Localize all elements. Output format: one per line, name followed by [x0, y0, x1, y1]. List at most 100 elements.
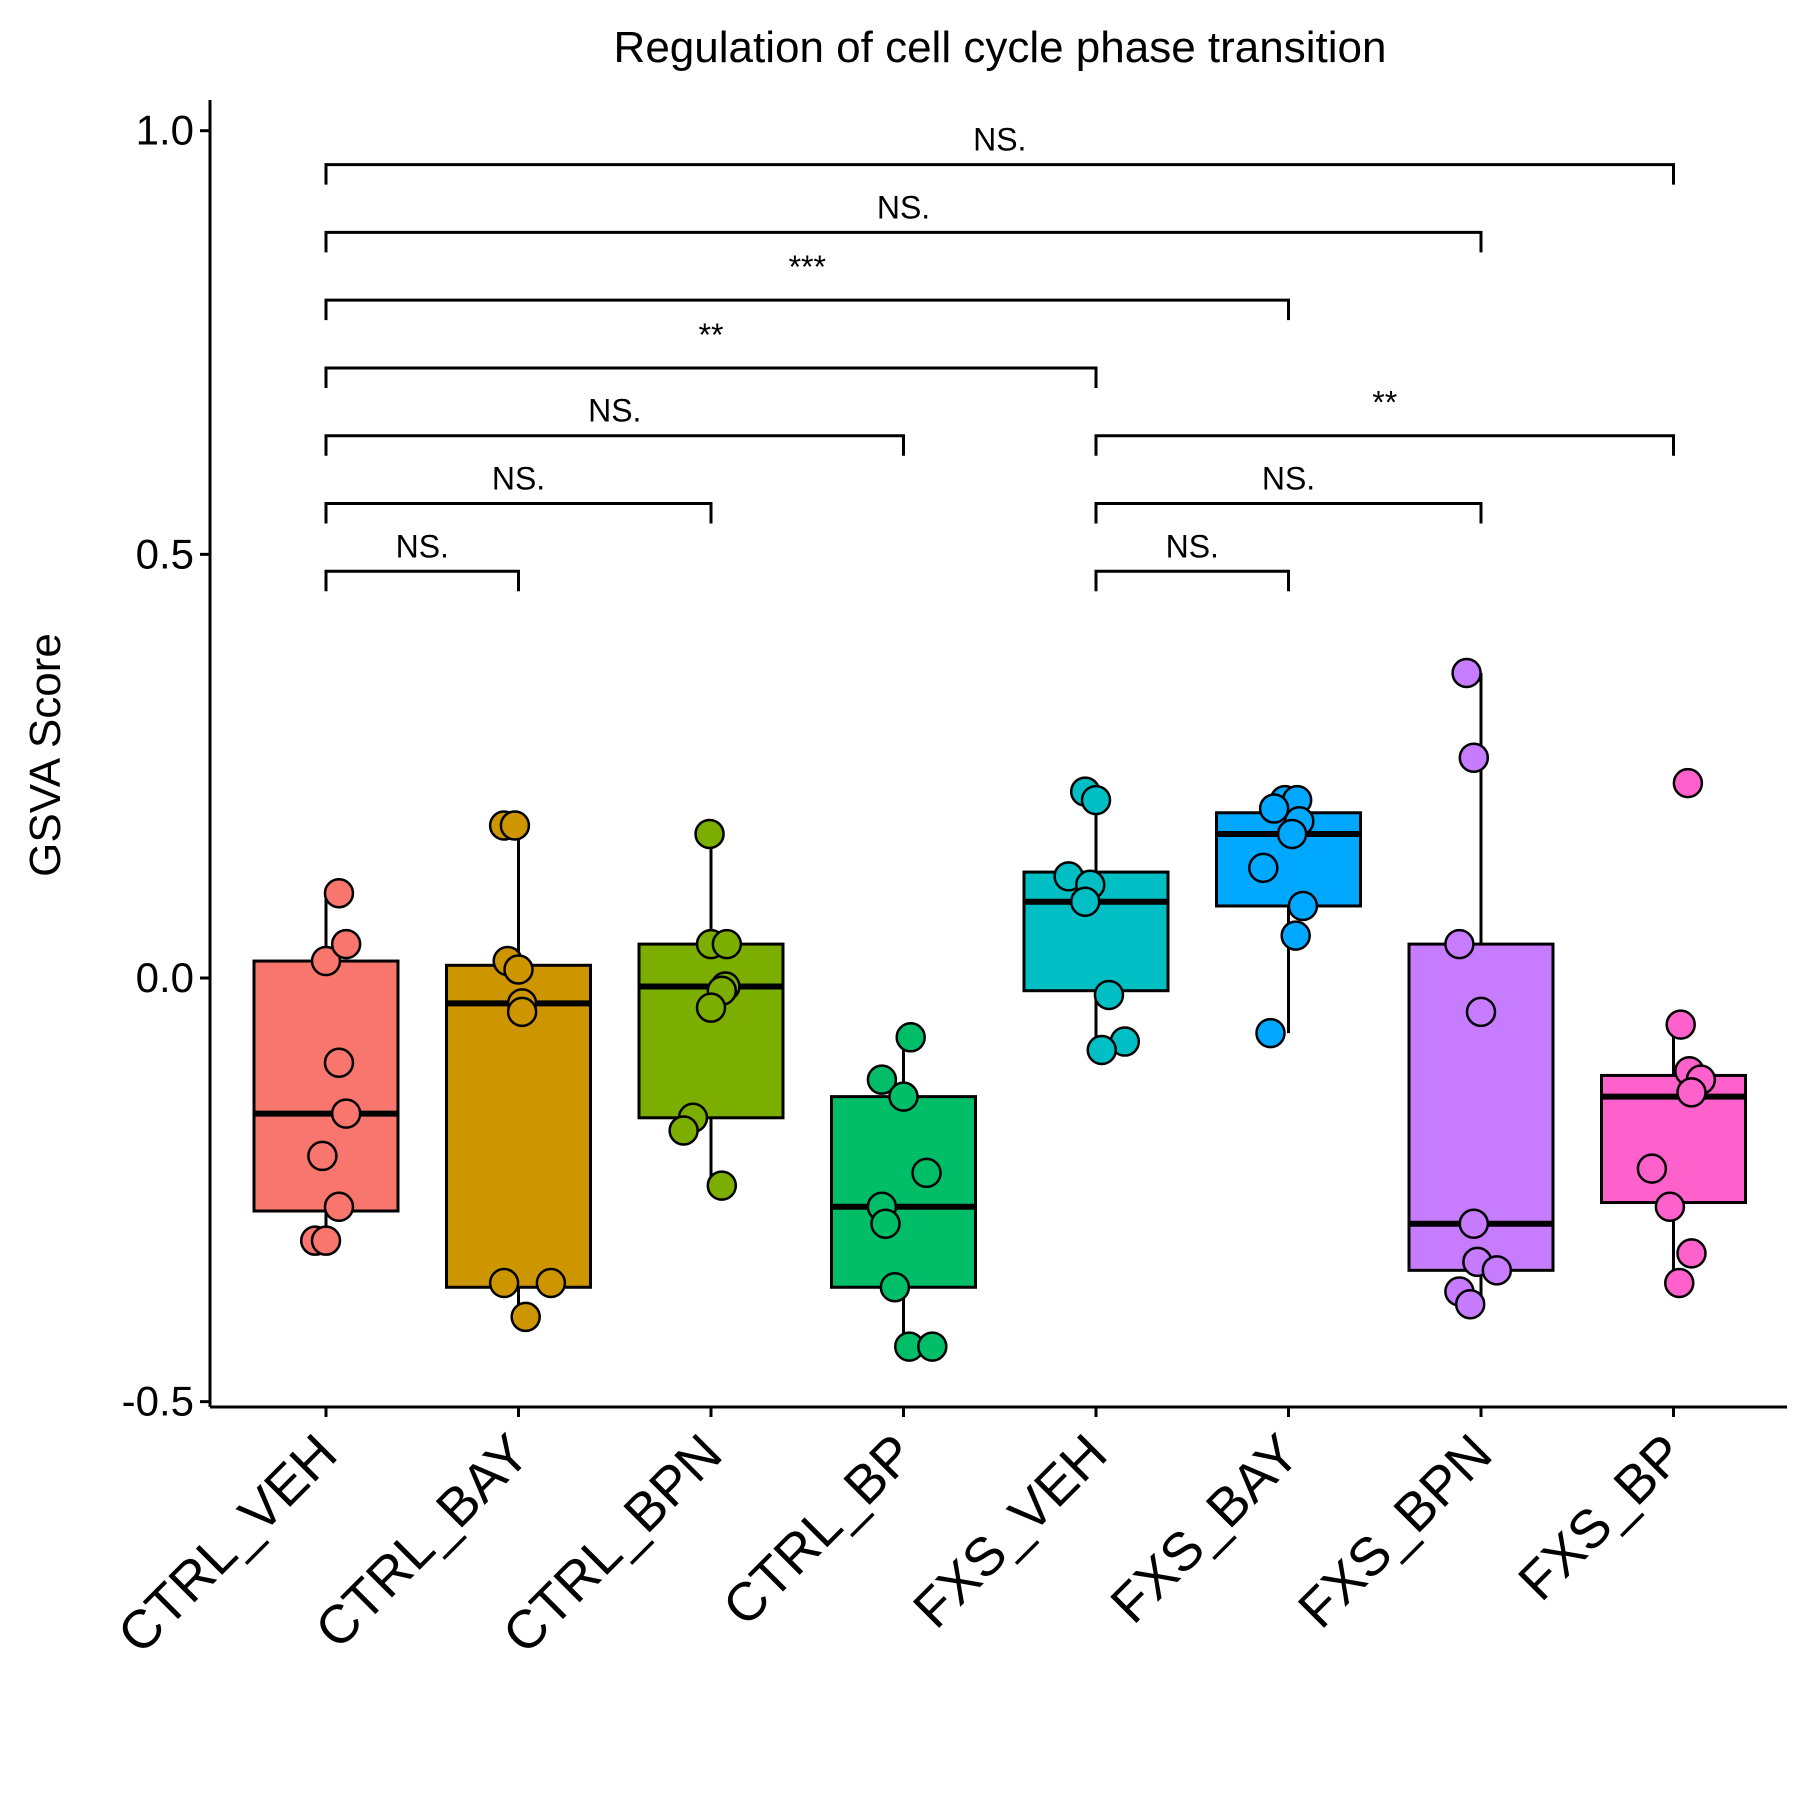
data-point [895, 1022, 926, 1053]
data-point [1444, 928, 1475, 960]
significance-bracket: NS. [324, 393, 905, 456]
boxplot-fxs-bp [1600, 767, 1747, 1299]
data-point [1086, 1034, 1118, 1066]
data-point [1458, 742, 1490, 773]
bracket-line [324, 434, 905, 456]
significance-label: NS. [1262, 461, 1315, 497]
bracket-line [324, 230, 1483, 253]
data-point [1255, 1017, 1286, 1049]
significance-label: NS. [877, 189, 930, 225]
significance-label: NS. [396, 528, 449, 564]
significance-label: NS. [1166, 528, 1219, 564]
box [252, 959, 400, 1213]
data-point [510, 1301, 541, 1333]
data-point [1248, 852, 1279, 884]
boxplots [252, 657, 1747, 1362]
data-point [1636, 1153, 1668, 1184]
data-point [488, 1267, 520, 1299]
data-point [1451, 657, 1482, 689]
data-point [694, 818, 725, 850]
y-tick-label: 0.0 [136, 954, 194, 1001]
data-point [323, 1191, 355, 1223]
data-point [1465, 996, 1497, 1028]
significance-brackets: NS.NS.NS.*****NS.NS.NS.NS.** [324, 122, 1675, 592]
data-point [323, 878, 355, 909]
data-point [1664, 1267, 1695, 1299]
significance-bracket: NS. [324, 189, 1483, 253]
data-point [1276, 818, 1308, 850]
bracket-line [324, 366, 1098, 388]
data-point [1672, 767, 1704, 799]
data-point [1481, 1255, 1513, 1286]
boxplot-fxs-bay [1215, 784, 1362, 1049]
significance-label: NS. [588, 393, 641, 429]
data-point [1258, 793, 1290, 824]
boxplot-fxs-bpn [1407, 657, 1555, 1320]
bracket-line [1094, 569, 1290, 592]
x-tick-label: CTRL_VEH [107, 1423, 349, 1665]
significance-label: *** [789, 249, 826, 285]
x-tick-label: FXS_VEH [902, 1423, 1118, 1639]
data-point [1654, 1191, 1686, 1223]
data-point [911, 1157, 942, 1189]
y-tick-label: 0.5 [136, 530, 194, 577]
data-point [1093, 979, 1125, 1011]
significance-bracket: *** [324, 249, 1290, 321]
significance-bracket: ** [1094, 385, 1675, 456]
significance-bracket: NS. [324, 461, 713, 524]
data-point [866, 1064, 898, 1095]
significance-bracket: ** [324, 317, 1098, 388]
y-tick-label: 1.0 [136, 107, 194, 154]
data-point [310, 1225, 342, 1256]
boxplot-ctrl-bpn [637, 818, 785, 1201]
chart-title: Regulation of cell cycle phase transitio… [614, 23, 1387, 72]
data-point [695, 992, 727, 1023]
box [637, 942, 785, 1120]
significance-label: ** [699, 317, 724, 353]
data-point [870, 1208, 901, 1239]
data-point [1665, 1009, 1696, 1040]
data-point [330, 1098, 362, 1129]
data-point [310, 945, 342, 977]
boxplot-fxs-veh [1022, 776, 1170, 1066]
x-tick-label: FXS_BP [1507, 1423, 1696, 1612]
bracket-line [1094, 502, 1483, 524]
data-point [535, 1267, 567, 1299]
significance-bracket: NS. [1094, 528, 1290, 592]
data-point [668, 1115, 699, 1146]
data-point [323, 1047, 355, 1078]
significance-bracket: NS. [324, 528, 520, 592]
significance-label: ** [1372, 385, 1397, 421]
significance-bracket: NS. [324, 122, 1675, 185]
x-tick-labels: CTRL_VEHCTRL_BAYCTRL_BPNCTRL_BPFXS_VEHFX… [107, 1423, 1696, 1665]
x-tick-label: CTRL_BP [712, 1423, 926, 1637]
data-point [1080, 784, 1112, 816]
boxplot-ctrl-veh [252, 878, 400, 1256]
x-tick-label: FXS_BAY [1099, 1423, 1311, 1635]
data-point [499, 810, 531, 841]
data-point [888, 1081, 919, 1112]
axes: -0.5 0.0 0.5 1.0 [122, 100, 1787, 1425]
data-point [706, 1170, 738, 1201]
bracket-line [324, 569, 520, 592]
data-point [506, 996, 538, 1028]
data-point [1676, 1238, 1707, 1269]
data-point [711, 928, 743, 960]
boxplot-ctrl-bp [830, 1022, 977, 1362]
data-point [1069, 886, 1101, 917]
y-axis-label: GSVA Score [21, 633, 70, 877]
data-point [879, 1272, 911, 1303]
significance-label: NS. [973, 122, 1026, 158]
bracket-line [324, 298, 1290, 321]
x-tick-label: FXS_BPN [1287, 1423, 1503, 1639]
significance-bracket: NS. [1094, 461, 1483, 524]
bracket-line [324, 163, 1675, 185]
data-point [307, 1140, 338, 1172]
data-point [503, 954, 534, 985]
data-point [1287, 890, 1319, 922]
bracket-line [324, 502, 713, 524]
data-point [330, 928, 362, 960]
data-point [1454, 1288, 1486, 1320]
box [830, 1095, 977, 1289]
